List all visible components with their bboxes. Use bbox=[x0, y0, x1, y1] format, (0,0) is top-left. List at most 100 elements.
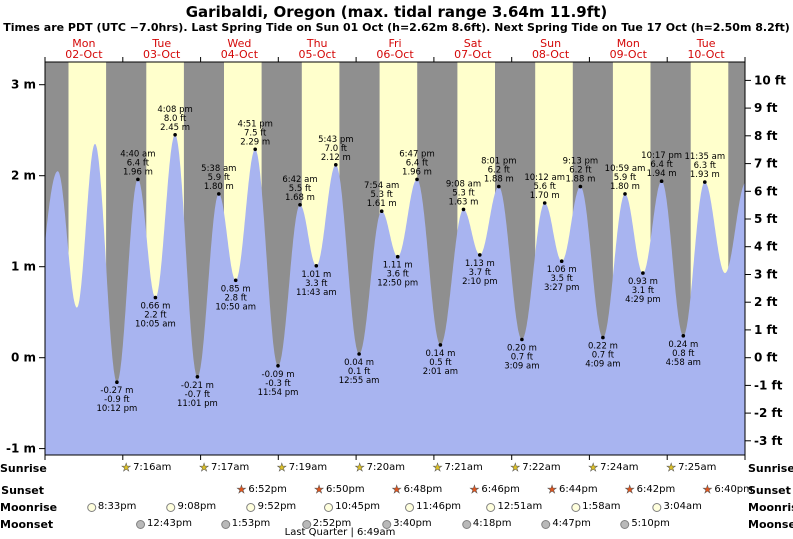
tide-annotation-line: 11:35 am bbox=[684, 152, 725, 162]
tide-point-dot bbox=[314, 264, 319, 268]
tide-point-dot bbox=[542, 201, 547, 205]
y-axis-label-ft: 4 ft bbox=[754, 240, 778, 254]
tide-point-dot bbox=[659, 179, 664, 183]
tide-annotation: 6:47 pm6.4 ft1.96 m bbox=[399, 149, 435, 182]
moonrise-entry: 3:04am bbox=[652, 501, 702, 513]
tide-point-dot bbox=[559, 259, 564, 264]
moonset-entry: 4:18pm bbox=[461, 518, 511, 530]
tide-annotation-line: 6.4 ft bbox=[406, 158, 429, 168]
moonset-icon bbox=[382, 519, 392, 529]
day-label-date: 09-Oct bbox=[610, 48, 648, 61]
tide-annotation-line: 1.96 m bbox=[402, 167, 432, 177]
tide-annotation: 7:54 am5.3 ft1.61 m bbox=[364, 181, 399, 213]
y-axis-label-m: 3 m bbox=[11, 78, 36, 92]
tide-annotation: 8:01 pm6.2 ft1.88 m bbox=[481, 157, 517, 189]
tide-annotation-line: 1.13 m bbox=[465, 259, 495, 269]
sunrise-time: 7:16am bbox=[133, 462, 172, 473]
tide-annotation: 4:51 pm7.5 ft2.29 m bbox=[237, 119, 273, 152]
tide-annotation: 4:08 pm8.0 ft2.45 m bbox=[157, 105, 193, 137]
moonrise-time: 9:08pm bbox=[177, 501, 217, 512]
tide-point-dot bbox=[578, 184, 583, 189]
y-axis-label-ft: 3 ft bbox=[754, 268, 778, 282]
tide-annotation-line: 6.4 ft bbox=[650, 160, 673, 170]
tide-annotation-line: 1.94 m bbox=[647, 169, 677, 179]
sunrise-time: 7:22am bbox=[522, 462, 561, 473]
sunrise-icon: ★ bbox=[354, 461, 365, 474]
sunrise-time: 7:24am bbox=[600, 462, 639, 473]
tide-annotation-line: 7.0 ft bbox=[325, 144, 348, 154]
moonrise-time: 11:46pm bbox=[416, 501, 462, 512]
sunset-entry: ★ 6:42pm bbox=[625, 484, 676, 496]
day-label-name: Mon bbox=[617, 37, 640, 50]
tide-annotation-line: 1.68 m bbox=[285, 193, 315, 203]
moonset-entry: 3:40pm bbox=[382, 518, 432, 530]
tide-annotation-line: 2.12 m bbox=[321, 153, 351, 163]
day-label-name: Mon bbox=[72, 37, 95, 50]
tide-annotation: 0.14 m0.5 ft2:01 am bbox=[423, 343, 458, 377]
moonset-time: 5:10pm bbox=[631, 518, 670, 529]
day-label-date: 03-Oct bbox=[143, 48, 181, 61]
tide-annotation-line: 5.5 ft bbox=[289, 184, 312, 194]
moonrise-entry: 10:45pm bbox=[324, 501, 380, 513]
tide-point-dot bbox=[115, 380, 119, 385]
moonset-entry: 2:52pm bbox=[301, 518, 351, 530]
sunrise-icon: ★ bbox=[666, 461, 677, 474]
tide-annotation-line: 0.7 ft bbox=[511, 353, 534, 363]
moonrise-time: 8:33pm bbox=[97, 501, 137, 512]
moonset-entry: 4:47pm bbox=[541, 518, 591, 530]
moonrise-time: 10:45pm bbox=[335, 501, 381, 512]
sunrise-time: 7:19am bbox=[288, 462, 328, 473]
sunrise-icon: ★ bbox=[199, 461, 209, 474]
tide-annotation-line: 1.01 m bbox=[301, 270, 331, 280]
tide-annotation: 0.93 m3.1 ft4:29 pm bbox=[625, 271, 661, 305]
day-label-name: Wed bbox=[227, 37, 251, 50]
tide-annotation: 10:12 am5.6 ft1.70 m bbox=[524, 173, 565, 205]
tide-annotation-line: 4:58 am bbox=[666, 358, 701, 368]
y-axis-label-ft: 1 ft bbox=[754, 323, 778, 337]
moonrise-icon bbox=[486, 502, 496, 512]
sunrise-icon: ★ bbox=[588, 461, 599, 474]
tide-annotation: 5:43 pm7.0 ft2.12 m bbox=[318, 135, 354, 167]
tide-annotation-line: 10:17 pm bbox=[641, 151, 682, 161]
tide-annotation-line: 5.9 ft bbox=[208, 173, 231, 183]
tide-annotation-line: 1.61 m bbox=[367, 199, 397, 209]
tide-point-dot bbox=[623, 192, 627, 196]
moonset-entry: 12:43pm bbox=[136, 518, 192, 530]
tide-point-dot bbox=[195, 375, 200, 379]
y-axis-label-m: 1 m bbox=[11, 260, 36, 274]
moonrise-icon bbox=[405, 502, 415, 512]
sunset-time: 6:42pm bbox=[636, 484, 676, 495]
sunset-icon: ★ bbox=[314, 483, 325, 496]
tide-annotation-line: 6:47 pm bbox=[399, 149, 434, 159]
tide-annotation-line: 1.80 m bbox=[610, 182, 640, 192]
tide-point-dot bbox=[601, 335, 605, 340]
tide-annotation-line: 0.8 ft bbox=[672, 349, 695, 359]
tide-annotation-line: 1.96 m bbox=[123, 167, 153, 177]
sunrise-entry: ★ 7:16am bbox=[121, 462, 171, 474]
tide-annotation-line: 6.3 ft bbox=[694, 161, 717, 171]
sunrise-icon: ★ bbox=[121, 461, 132, 474]
moonrise-time: 1:58am bbox=[582, 501, 621, 512]
day-label-date: 02-Oct bbox=[65, 48, 103, 61]
day-label-name: Tue bbox=[151, 37, 171, 50]
tide-annotation-line: 3.5 ft bbox=[550, 274, 573, 284]
tide-annotation-line: 6.2 ft bbox=[569, 166, 592, 176]
tide-annotation: 0.22 m0.7 ft4:09 am bbox=[585, 335, 621, 370]
y-axis-label-m: -1 m bbox=[6, 442, 36, 456]
tide-annotation: 10:17 pm6.4 ft1.94 m bbox=[641, 151, 682, 183]
y-axis-label-ft: 8 ft bbox=[754, 129, 778, 143]
tide-point-dot bbox=[298, 203, 302, 207]
day-label-name: Sun bbox=[540, 37, 561, 50]
tide-annotation-line: 0.7 ft bbox=[592, 351, 615, 361]
sunset-entry: ★ 6:40pm bbox=[702, 484, 753, 496]
tide-point-dot bbox=[497, 184, 501, 189]
tide-annotation-line: 6.2 ft bbox=[488, 166, 511, 176]
y-axis-label-ft: 5 ft bbox=[754, 212, 778, 226]
